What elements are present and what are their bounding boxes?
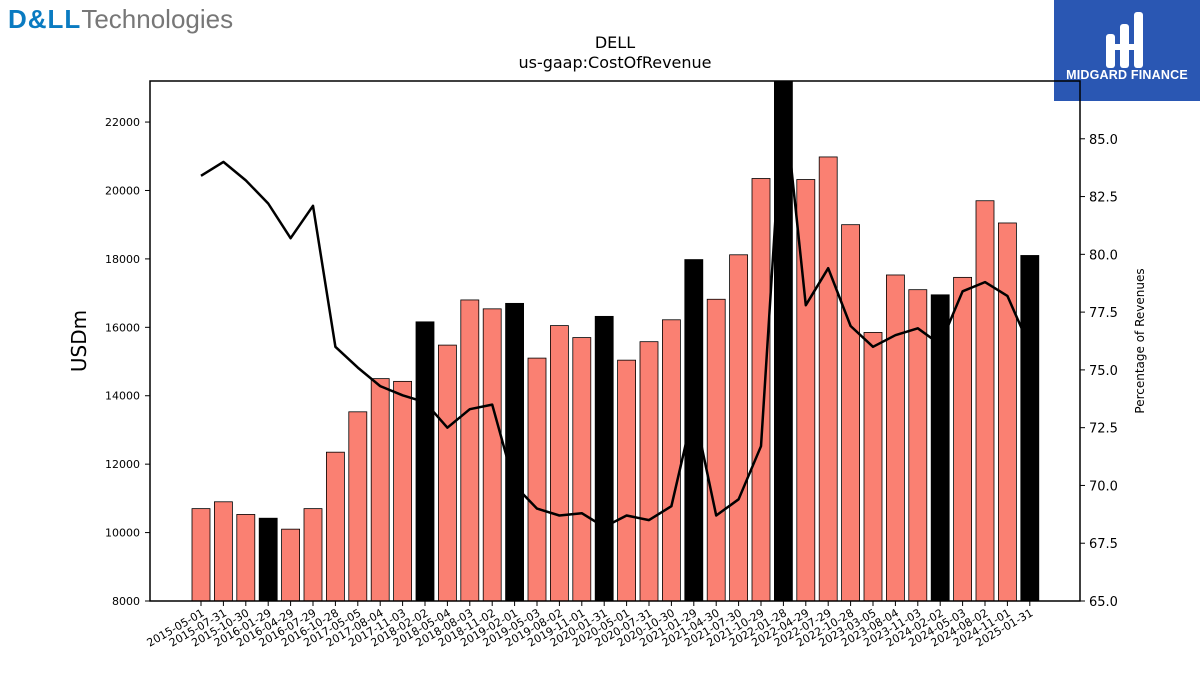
y-tick-label: 10000: [105, 527, 140, 540]
bar-2021-01-29: [684, 259, 704, 602]
y-tick-label: 8000: [112, 595, 140, 608]
x-axis-ticks: 2015-05-012015-07-312015-10-302016-01-29…: [145, 601, 1035, 650]
y2-axis-label: Percentage of Revenues: [1133, 268, 1147, 413]
bar-2016-01-29: [258, 517, 278, 602]
y2-tick-label: 72.5: [1089, 422, 1118, 437]
bar-2019-02-01: [505, 302, 525, 602]
chart-subtitle: us-gaap:CostOfRevenue: [518, 53, 711, 72]
y2-tick-label: 82.5: [1089, 191, 1118, 206]
bar-2016-10-28: [325, 451, 345, 602]
bar-2018-08-03: [460, 299, 480, 602]
bar-2023-03-05: [863, 332, 883, 602]
bar-2023-11-03: [908, 289, 928, 602]
y2-tick-label: 77.5: [1089, 306, 1118, 321]
bar-2015-10-30: [236, 514, 256, 602]
y2-tick-label: 80.0: [1089, 248, 1118, 263]
plot-frame: [149, 80, 1081, 602]
bar-2019-08-02: [550, 325, 569, 602]
y2-tick-label: 65.0: [1089, 595, 1118, 610]
y2-tick-label: 85.0: [1089, 133, 1118, 148]
midgard-emblem-icon: [1106, 12, 1143, 68]
bar-2016-04-29: [281, 528, 301, 602]
y-axis-label: USDm: [67, 310, 91, 372]
y2-tick-label: 75.0: [1089, 364, 1118, 379]
midgard-finance-wordmark: MIDGARD FINANCE: [1066, 68, 1188, 82]
bar-2018-11-02: [482, 308, 502, 602]
bar-2024-08-02: [975, 200, 995, 602]
bar-2024-05-03: [953, 276, 972, 602]
bar-2018-02-02: [415, 321, 435, 602]
bar-2025-01-31: [1020, 255, 1040, 602]
chart-title: DELL: [595, 33, 635, 52]
bar-2016-07-29: [303, 508, 323, 602]
bar-2021-07-30: [729, 254, 748, 602]
y2-tick-label: 67.5: [1089, 537, 1118, 552]
bar-2015-07-31: [213, 501, 233, 602]
bar-2017-05-05: [348, 411, 368, 602]
bar-2020-01-31: [594, 315, 614, 602]
bar-2020-10-30: [662, 319, 681, 602]
bar-2021-10-29: [751, 178, 771, 602]
percentage-line: [200, 91, 1031, 529]
bar-2022-10-28: [841, 224, 860, 602]
dell-logo-wordmark: D&LL: [8, 4, 82, 34]
bar-2024-11-01: [998, 222, 1017, 602]
dell-technologies-logo: D&LLTechnologies: [8, 4, 233, 35]
y2-tick-label: 70.0: [1089, 479, 1118, 494]
midgard-finance-logo: MIDGARD FINANCE: [1054, 0, 1200, 101]
bar-2015-05-01: [191, 508, 211, 602]
bar-2023-08-04: [886, 274, 905, 602]
y-tick-label: 16000: [105, 321, 140, 334]
y-tick-label: 18000: [105, 253, 140, 266]
y-tick-label: 22000: [105, 116, 140, 129]
bar-2022-07-29: [818, 156, 838, 602]
y-tick-label: 12000: [105, 458, 140, 471]
right-axis-ticks: 65.0 67.5 70.0 72.5 75.0 77.5 80.0 82.5 85.0: [1080, 133, 1118, 610]
bar-2020-07-31: [639, 341, 659, 602]
bar-series: [191, 80, 1040, 602]
y-tick-label: 14000: [105, 390, 140, 403]
percentage-line-series: [200, 91, 1031, 529]
bar-2019-11-01: [572, 337, 592, 602]
bar-2019-05-03: [527, 357, 547, 602]
technologies-logo-wordmark: Technologies: [81, 4, 234, 34]
bar-2017-11-03: [393, 380, 413, 602]
left-axis-ticks: 8000 10000 12000 14000 16000 18000 20000 22000: [105, 116, 150, 608]
bar-2020-05-01: [617, 359, 636, 602]
bar-2021-04-30: [706, 298, 726, 602]
bar-2018-05-04: [437, 344, 457, 602]
y-tick-label: 20000: [105, 184, 140, 197]
bar-2017-08-04: [370, 378, 390, 602]
